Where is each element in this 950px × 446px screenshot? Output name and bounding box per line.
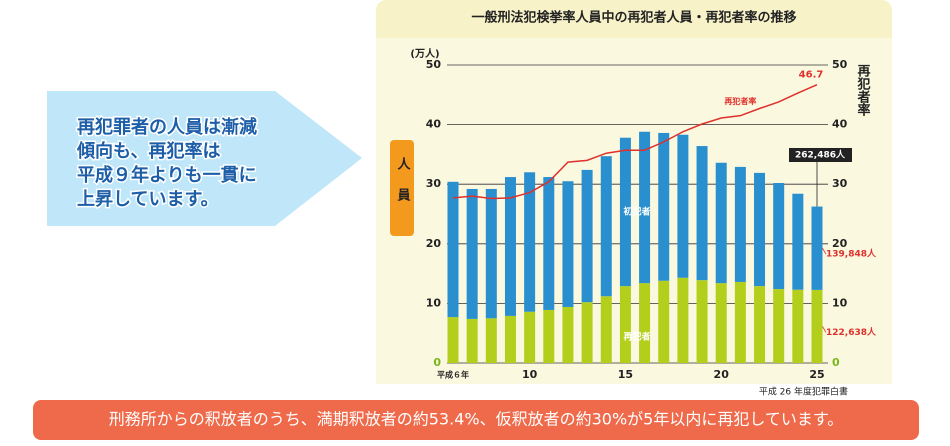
bar-segment	[524, 311, 536, 363]
y-unit: (万人)	[410, 47, 439, 60]
label-leader	[822, 326, 827, 333]
y2-tick-label: 0	[832, 356, 840, 369]
callout-line: 上昇しています。	[77, 189, 219, 210]
bar-segment	[619, 286, 631, 363]
y-tick-label: 10	[426, 296, 442, 309]
chart: 0 10 20 30 40 50 0 10 20 30 40 50 平成６年 10 15 20 25 122,63…	[426, 58, 877, 381]
bar-segment	[677, 134, 689, 278]
bar-segment	[811, 289, 823, 363]
bar-segment	[581, 302, 593, 363]
total-label: 262,486人	[795, 149, 846, 161]
bar-segment	[639, 131, 651, 284]
bar-segment	[734, 281, 746, 363]
bar-segment	[792, 193, 804, 290]
x-tick-label: 20	[714, 368, 730, 381]
y-tick-label: 20	[426, 237, 442, 250]
plot-panel	[376, 38, 892, 384]
bar-segment	[754, 172, 766, 287]
y2-tick-label: 10	[832, 296, 848, 309]
banner-text: 刑務所からの釈放者のうち、満期釈放者の約53.4%、仮釈放者の約30%が5年以内…	[109, 410, 844, 429]
x-tick-label: 15	[618, 368, 633, 381]
bar-segment	[792, 289, 804, 363]
y-label: 人員	[395, 156, 412, 219]
x-tick-label: 平成６年	[437, 370, 469, 380]
bar-segment	[447, 181, 459, 318]
bar-segment	[619, 137, 631, 287]
bar-segment	[447, 317, 459, 363]
bar-segment	[466, 188, 478, 319]
y2-tick-label: 50	[832, 58, 848, 71]
y-tick-label: 40	[426, 118, 442, 131]
y-tick-label: 0	[433, 356, 441, 369]
source: 平成 26 年度犯罪白書	[759, 386, 848, 398]
series-label: 再犯者率	[724, 96, 756, 106]
callout-box	[47, 91, 362, 226]
y-tick-label: 30	[426, 177, 442, 190]
bar-segment	[773, 289, 785, 363]
chart-title: 一般刑法犯検挙率人員中の再犯者人員・再犯者率の推移	[471, 10, 796, 26]
series-label: 再犯者	[623, 331, 650, 343]
y2-tick-label: 40	[832, 118, 848, 131]
y2-tick-label: 30	[832, 177, 848, 190]
banner	[33, 400, 919, 440]
value-label: 139,848人	[826, 248, 877, 260]
bar-segment	[715, 283, 727, 363]
bar-segment	[562, 181, 574, 307]
bar-segment	[600, 156, 612, 297]
x-tick-label: 10	[522, 368, 538, 381]
bar-segment	[543, 309, 555, 363]
callout-line: 再犯罪者の人員は漸減	[77, 116, 257, 138]
y2-label: 再犯者率	[855, 64, 872, 117]
y-label-box	[390, 140, 414, 236]
bar-segment	[485, 188, 497, 319]
bar-segment	[754, 286, 766, 363]
label-leader	[822, 248, 827, 255]
y2-tick-label: 20	[832, 237, 848, 250]
bar-segment	[658, 132, 670, 281]
callout-line: 平成９年よりも一貫に	[77, 164, 257, 186]
bar-segment	[581, 169, 593, 303]
bar-segment	[773, 183, 785, 290]
bar-segment	[543, 177, 555, 310]
total-box	[789, 148, 852, 162]
bar-segment	[504, 315, 516, 363]
bar-segment	[562, 306, 574, 363]
bar-segment	[600, 296, 612, 363]
x-tick-label: 25	[809, 368, 824, 381]
value-label: 46.7	[799, 70, 824, 81]
rate-line	[452, 83, 818, 200]
bar-segment	[715, 162, 727, 284]
bar-segment	[658, 280, 670, 363]
bar-segment	[734, 166, 746, 282]
bar-segment	[677, 277, 689, 363]
bar-segment	[811, 206, 823, 290]
y-tick-label: 50	[426, 58, 442, 71]
bar-segment	[485, 318, 497, 363]
bar-segment	[504, 177, 516, 316]
value-label: 122,638人	[826, 326, 877, 338]
bar-segment	[696, 280, 708, 363]
bar-segment	[524, 172, 536, 312]
callout-line: 傾向も、再犯率は	[76, 140, 220, 162]
series-label: 初犯者	[623, 205, 650, 217]
bar-segment	[466, 318, 478, 363]
bar-segment	[696, 146, 708, 281]
bar-segment	[639, 283, 651, 363]
